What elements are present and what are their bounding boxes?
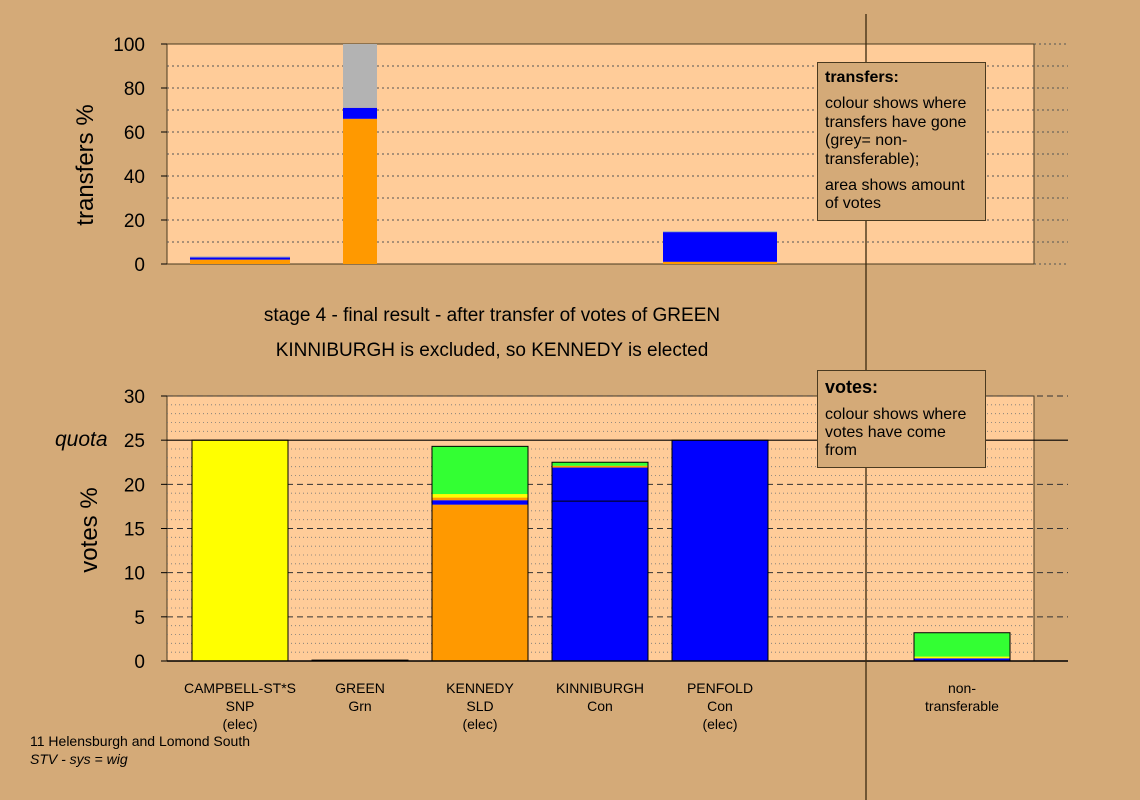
votes-y-tick-label: 5 (134, 608, 145, 629)
votes-y-tick-label: 30 (124, 387, 145, 408)
transfers-y-tick-label: 40 (124, 167, 145, 188)
vote-bar-segment (672, 440, 768, 661)
ward-name: 11 Helensburgh and Lomond South (30, 733, 251, 749)
transfer-bar-segment (190, 257, 290, 260)
transfers-y-tick-label: 20 (124, 211, 145, 232)
category-label-penfold: PENFOLD Con (elec) (686, 680, 754, 732)
transfer-bar-segment (663, 231, 777, 233)
vote-bar-segment (192, 440, 288, 661)
vote-bar-segment (914, 656, 1010, 659)
transfer-bar-segment (190, 256, 290, 258)
category-label-kinniburgh: KINNIBURGH Con (556, 680, 644, 714)
quota-label: quota (55, 428, 108, 451)
transfers-y-tick-label: 80 (124, 79, 145, 100)
vote-bar-segment (432, 497, 528, 501)
category-label-campbell: CAMPBELL-ST*S SNP (elec) (183, 680, 297, 732)
transfer-bar-segment (190, 259, 290, 264)
transfer-bar-segment (663, 232, 777, 262)
transfers-legend-text-1: colour shows where transfers have gone (… (825, 95, 967, 168)
transfer-bar-segment (343, 107, 377, 119)
vote-bar-segment (552, 462, 648, 466)
transfers-y-tick-label: 0 (134, 255, 145, 276)
vote-bar-segment (432, 446, 528, 495)
vote-bar-segment (914, 658, 1010, 661)
vote-bar-segment (552, 467, 648, 502)
transfer-bar-segment (343, 118, 377, 264)
votes-legend-title: votes: (825, 377, 879, 397)
vote-bar-segment (432, 494, 528, 498)
category-label-non-transferable: non- transferable (925, 680, 999, 714)
votes-y-tick-label: 0 (134, 652, 145, 673)
stage-title: stage 4 - final result - after transfer … (263, 305, 721, 326)
vote-bar-segment (432, 500, 528, 505)
transfers-y-tick-label: 60 (124, 123, 145, 144)
votes-legend-text-1: colour shows where votes have come from (825, 405, 967, 460)
votes-y-axis-label: votes % (76, 487, 103, 573)
vote-bar-segment (432, 504, 528, 661)
transfer-bar-segment (663, 261, 777, 264)
transfers-y-axis-label: transfers % (72, 104, 99, 226)
system-note: STV - sys = wig (30, 751, 128, 767)
votes-y-tick-label: 25 (124, 431, 145, 452)
vote-bar-segment (914, 632, 1010, 657)
transfers-legend-title: transfers: (825, 69, 899, 86)
transfers-legend: transfers: colour shows where transfers … (817, 62, 986, 221)
stage-subtitle: KINNIBURGH is excluded, so KENNEDY is el… (275, 340, 709, 361)
category-label-green: GREEN Grn (335, 680, 385, 714)
votes-y-tick-label: 20 (124, 475, 145, 496)
category-label-kennedy: KENNEDY SLD (elec) (446, 680, 514, 732)
transfers-y-tick-label: 100 (113, 35, 145, 56)
transfers-legend-text-2: area shows amount of votes (825, 176, 965, 213)
votes-y-tick-label: 10 (124, 564, 145, 585)
transfer-bar-segment (343, 44, 377, 108)
votes-legend: votes: colour shows where votes have com… (817, 370, 986, 468)
vote-bar-segment (552, 501, 648, 661)
votes-y-tick-label: 15 (124, 520, 145, 541)
vote-bar-segment (552, 465, 648, 468)
